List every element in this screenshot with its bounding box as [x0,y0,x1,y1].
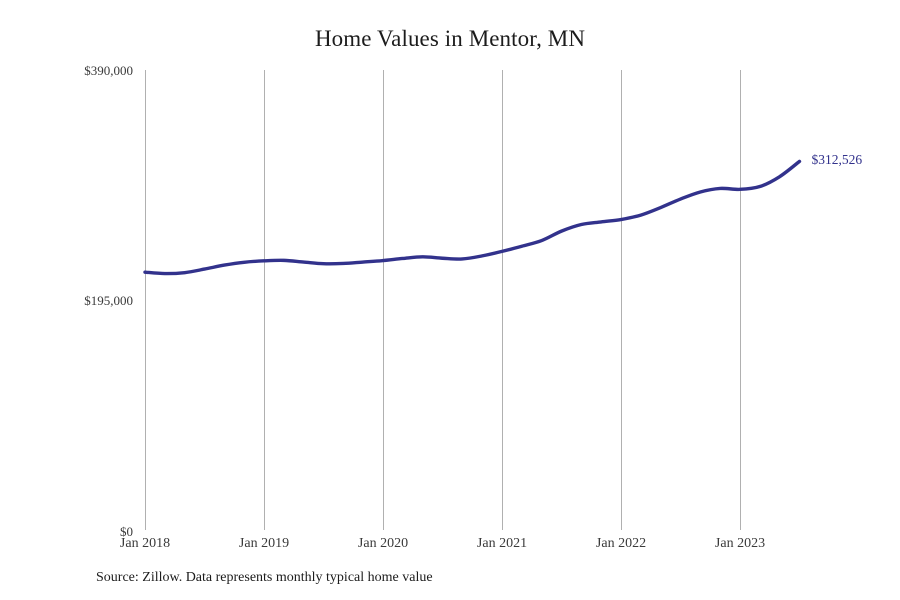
x-tick-label-jan-2022: Jan 2022 [595,536,647,551]
gridline-jan-2021 [502,70,503,530]
x-tick-label-jan-2021: Jan 2021 [476,536,528,551]
series-path [143,159,802,276]
gridline-jan-2022 [621,70,622,530]
source-note: Source: Zillow. Data represents monthly … [96,570,433,585]
series-line-typical-home-value [143,159,802,276]
y-tick-label-195000: $195,000 [84,293,133,308]
gridline-jan-2019 [264,70,265,530]
gridline-jan-2018 [145,70,146,530]
plot-area [143,70,802,530]
y-axis: $390,000 $195,000 $0 [0,0,133,600]
x-tick-label-jan-2020: Jan 2020 [357,536,409,551]
gridline-jan-2020 [383,70,384,530]
x-tick-label-jan-2019: Jan 2019 [238,536,290,551]
endpoint-value-label: $312,526 [811,152,863,168]
x-tick-label-jan-2018: Jan 2018 [119,536,171,551]
y-tick-label-0: $0 [120,524,133,539]
y-tick-label-390000: $390,000 [84,63,133,78]
x-tick-label-jan-2023: Jan 2023 [714,536,766,551]
gridline-jan-2023 [740,70,741,530]
chart-title: Home Values in Mentor, MN [314,26,586,51]
x-axis: Jan 2018 Jan 2019 Jan 2020 Jan 2021 Jan … [0,536,900,560]
